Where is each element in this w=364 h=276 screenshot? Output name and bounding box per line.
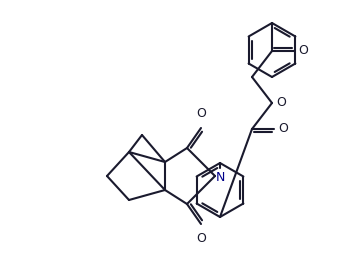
Text: O: O bbox=[196, 232, 206, 245]
Text: O: O bbox=[278, 123, 288, 136]
Text: O: O bbox=[298, 44, 308, 57]
Text: O: O bbox=[276, 97, 286, 110]
Text: O: O bbox=[196, 107, 206, 120]
Text: N: N bbox=[215, 171, 225, 184]
